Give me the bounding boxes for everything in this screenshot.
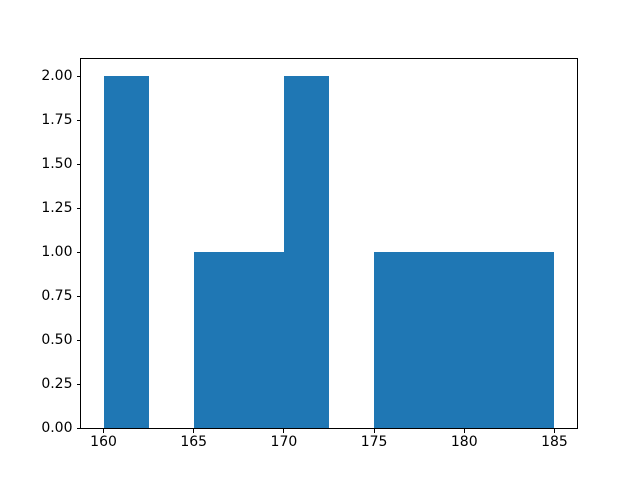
y-tick-mark (76, 75, 80, 77)
y-tick-label: 1.25 (41, 200, 73, 217)
y-tick-label: 0.00 (41, 420, 73, 437)
y-tick-mark (76, 251, 80, 253)
y-tick-mark (76, 163, 80, 165)
x-tick-mark (463, 429, 465, 433)
x-tick-mark (373, 429, 375, 433)
x-tick-mark (283, 429, 285, 433)
histogram-bar (464, 252, 510, 429)
y-tick-label: 2.00 (41, 68, 73, 85)
x-tick-label: 165 (180, 434, 208, 451)
y-tick-label: 1.75 (41, 112, 73, 129)
y-tick-label: 1.00 (41, 244, 73, 261)
histogram-bar (374, 252, 420, 429)
y-tick-mark (76, 295, 80, 297)
y-tick-mark (76, 119, 80, 121)
histogram-bar (238, 252, 284, 429)
y-tick-label: 0.50 (41, 332, 73, 349)
y-tick-mark (76, 339, 80, 341)
x-tick-mark (553, 429, 555, 433)
x-tick-label: 175 (360, 434, 388, 451)
histogram-bar (283, 76, 329, 429)
x-tick-mark (193, 429, 195, 433)
x-tick-label: 185 (541, 434, 568, 451)
plot-area: 160 165 170 175 180 185 0.00 0.25 0.50 0.75 1.00 1.… (41, 57, 578, 449)
y-tick-mark (76, 383, 80, 385)
histogram-bar (509, 252, 555, 429)
y-tick-label: 0.25 (41, 376, 73, 393)
y-tick-mark (76, 207, 80, 209)
histogram-bar (193, 252, 239, 429)
y-tick-label: 1.50 (41, 156, 73, 173)
x-tick-mark (103, 429, 105, 433)
x-tick-label: 180 (450, 434, 478, 451)
histogram-bar (419, 252, 465, 429)
y-tick-label: 0.75 (41, 288, 73, 305)
histogram-bar (103, 76, 149, 429)
x-tick-label: 160 (90, 434, 117, 451)
y-tick-mark (76, 427, 80, 429)
x-tick-label: 170 (270, 434, 298, 451)
